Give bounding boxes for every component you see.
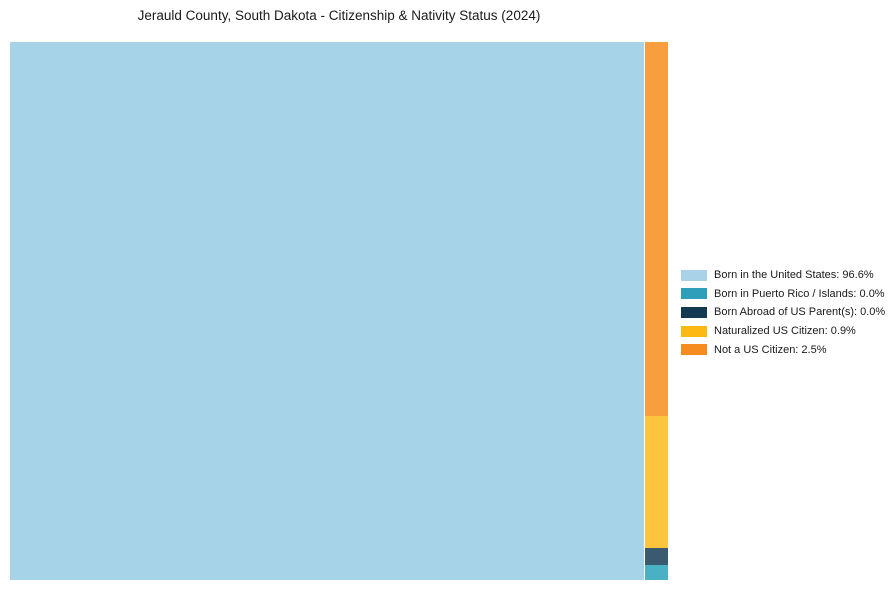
treemap-tile-naturalized-us-citizen xyxy=(645,416,668,548)
legend-item: Born Abroad of US Parent(s): 0.0% xyxy=(681,303,885,322)
treemap-tile-born-in-puerto-rico-islands xyxy=(645,565,668,580)
treemap-tile-born-in-united-states xyxy=(10,42,644,580)
legend-swatch-born-abroad-of-us-parents xyxy=(681,306,707,318)
legend-swatch-not-a-us-citizen xyxy=(681,344,707,356)
legend-item: Born in the United States: 96.6% xyxy=(681,266,885,285)
legend-label: Born in the United States: 96.6% xyxy=(714,269,874,282)
legend-label: Naturalized US Citizen: 0.9% xyxy=(714,325,856,338)
legend-label: Born Abroad of US Parent(s): 0.0% xyxy=(714,306,886,319)
legend-swatch-born-in-puerto-rico-islands xyxy=(681,288,707,300)
legend-swatch-born-in-united-states xyxy=(681,269,707,281)
legend-item: Naturalized US Citizen: 0.9% xyxy=(681,322,885,341)
treemap-plot-area xyxy=(10,42,668,580)
legend: Born in the United States: 96.6% Born in… xyxy=(681,266,885,359)
legend-label: Not a US Citizen: 2.5% xyxy=(714,343,827,356)
chart-title: Jerauld County, South Dakota - Citizensh… xyxy=(137,8,541,23)
legend-item: Born in Puerto Rico / Islands: 0.0% xyxy=(681,285,885,304)
legend-label: Born in Puerto Rico / Islands: 0.0% xyxy=(714,287,885,300)
legend-swatch-naturalized-us-citizen xyxy=(681,325,707,337)
treemap-tile-not-a-us-citizen xyxy=(645,42,668,416)
treemap-tile-born-abroad-of-us-parents xyxy=(645,548,668,565)
legend-item: Not a US Citizen: 2.5% xyxy=(681,340,885,359)
